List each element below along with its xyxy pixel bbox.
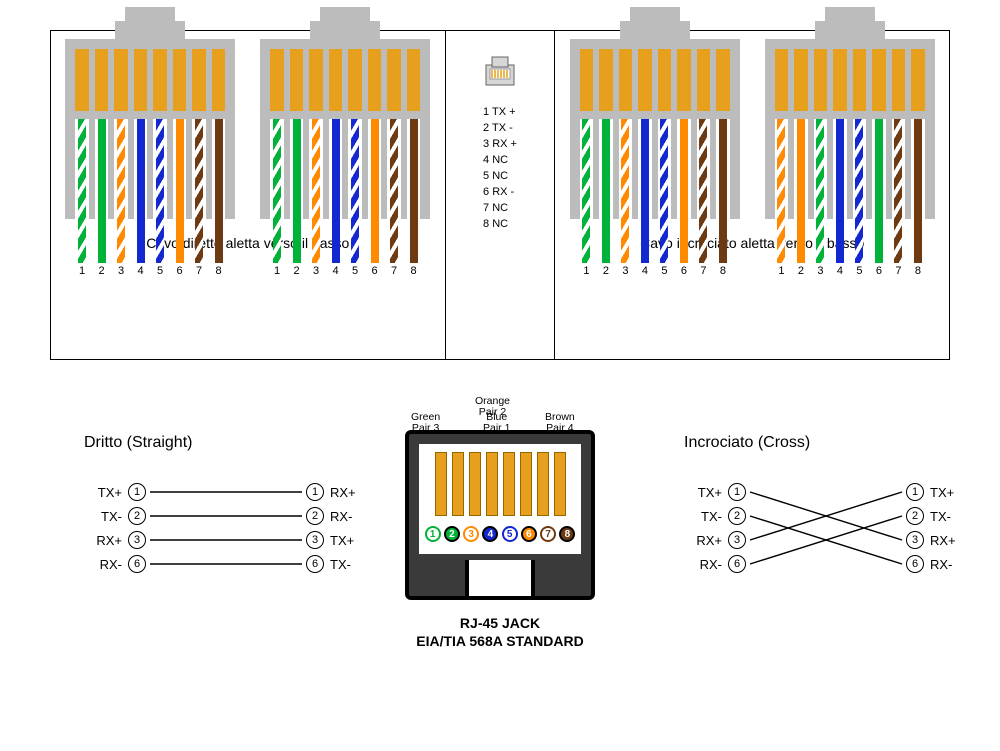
top-diagram-frame: 12345678 12345678 Cavo diretto aletta ve… — [50, 30, 950, 360]
connector-cross-b: 12345678 — [765, 39, 935, 219]
connector-straight-b: 12345678 — [260, 39, 430, 219]
cross-connectors: 12345678 12345678 — [570, 39, 935, 219]
connector-cross-a: 12345678 — [570, 39, 740, 219]
center-pinout-list: 1 TX +2 TX -3 RX +4 NC5 NC6 RX -7 NC8 NC — [483, 105, 517, 233]
straight-title: Dritto (Straight) — [84, 434, 350, 452]
rj45-jack: 12345678 — [405, 430, 595, 600]
connector-straight-a: 12345678 — [65, 39, 235, 219]
panel-center: 1 TX +2 TX -3 RX +4 NC5 NC6 RX -7 NC8 NC — [446, 31, 556, 359]
jack-figure: GreenPair 3 OrangePair 2 BluePair 1 Brow… — [350, 398, 650, 718]
wiring-straight: Dritto (Straight) TX+1TX-2RX+3RX-61RX+2R… — [50, 398, 350, 718]
jack-caption: RJ-45 JACKEIA/TIA 568A STANDARD — [416, 614, 584, 650]
rj45-photo-icon — [478, 49, 522, 93]
wiring-cross: Incrociato (Cross) TX+1TX-2RX+3RX-61TX+2… — [650, 398, 950, 718]
page: 12345678 12345678 Cavo diretto aletta ve… — [0, 0, 1000, 751]
straight-connectors: 12345678 12345678 — [65, 39, 430, 219]
bottom-row: Dritto (Straight) TX+1TX-2RX+3RX-61RX+2R… — [50, 398, 950, 718]
panel-crossover: 12345678 12345678 Cavo incrociato aletta… — [555, 31, 949, 359]
panel-straight: 12345678 12345678 Cavo diretto aletta ve… — [51, 31, 446, 359]
cross-title: Incrociato (Cross) — [684, 434, 950, 452]
